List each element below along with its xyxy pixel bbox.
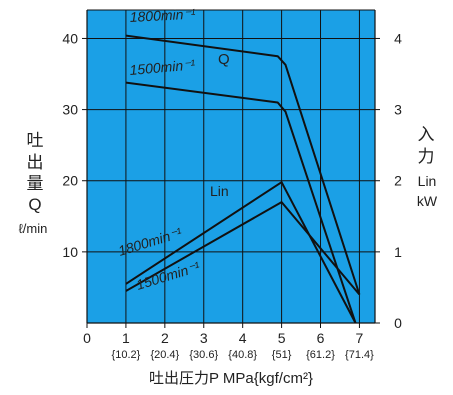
left-tick-label: 10 [62,244,78,260]
right-axis-label: 力 [418,147,435,166]
series-lines [125,34,361,324]
left-axis-label: 出 [27,153,44,172]
right-tick-label: 1 [394,244,402,260]
left-axis-label: 量 [27,174,44,193]
x-tick-label: 6 [317,330,325,346]
left-tick-label: 30 [62,102,78,118]
x-secondary-tick-label: {61.2} [306,349,335,361]
x-secondary-tick-label: {71.4} [345,349,374,361]
x-tick-label: 1 [122,330,130,346]
x-tick-label: 3 [200,330,208,346]
right-tick-label: 3 [394,102,402,118]
right-axis-sub-label: Lin [418,173,437,189]
grid-lines [87,10,375,323]
right-axis-label: 入 [418,125,435,144]
left-axis-label: Q [28,195,41,214]
series-line-q-1800 [125,34,361,295]
x-tick-label: 2 [161,330,169,346]
right-tick-label: 4 [394,30,402,46]
left-tick-label: 20 [62,173,78,189]
x-tick-label: 5 [278,330,286,346]
x-secondary-tick-label: {30.6} [189,349,218,361]
annotation-label: Q [218,51,230,68]
left-axis-label: 吐 [27,131,44,150]
right-axis-sub-label: kW [417,193,438,209]
x-secondary-tick-label: {10.2} [112,349,141,361]
right-tick-label: 0 [394,315,402,331]
series-line-lin-1800 [125,181,357,324]
left-tick-label: 40 [62,30,78,46]
annotation-label: 1800min⁻¹ [129,6,196,25]
x-secondary-tick-label: {40.8} [228,349,257,361]
x-tick-label: 4 [239,330,247,346]
annotation-label: 1500min⁻¹ [129,56,196,78]
x-secondary-tick-label: {51} [272,349,292,361]
series-line-q-1500 [125,81,357,324]
x-axis-label: 吐出圧力P MPa{kgf/cm²} [149,370,313,387]
series-line-lin-1500 [125,201,361,296]
x-secondary-tick-label: {20.4} [150,349,179,361]
annotation-label: Lin [210,183,229,199]
right-tick-label: 2 [394,173,402,189]
x-tick-label: 0 [83,330,91,346]
x-tick-label: 7 [356,330,364,346]
left-axis-unit: ℓ/min [19,221,48,236]
